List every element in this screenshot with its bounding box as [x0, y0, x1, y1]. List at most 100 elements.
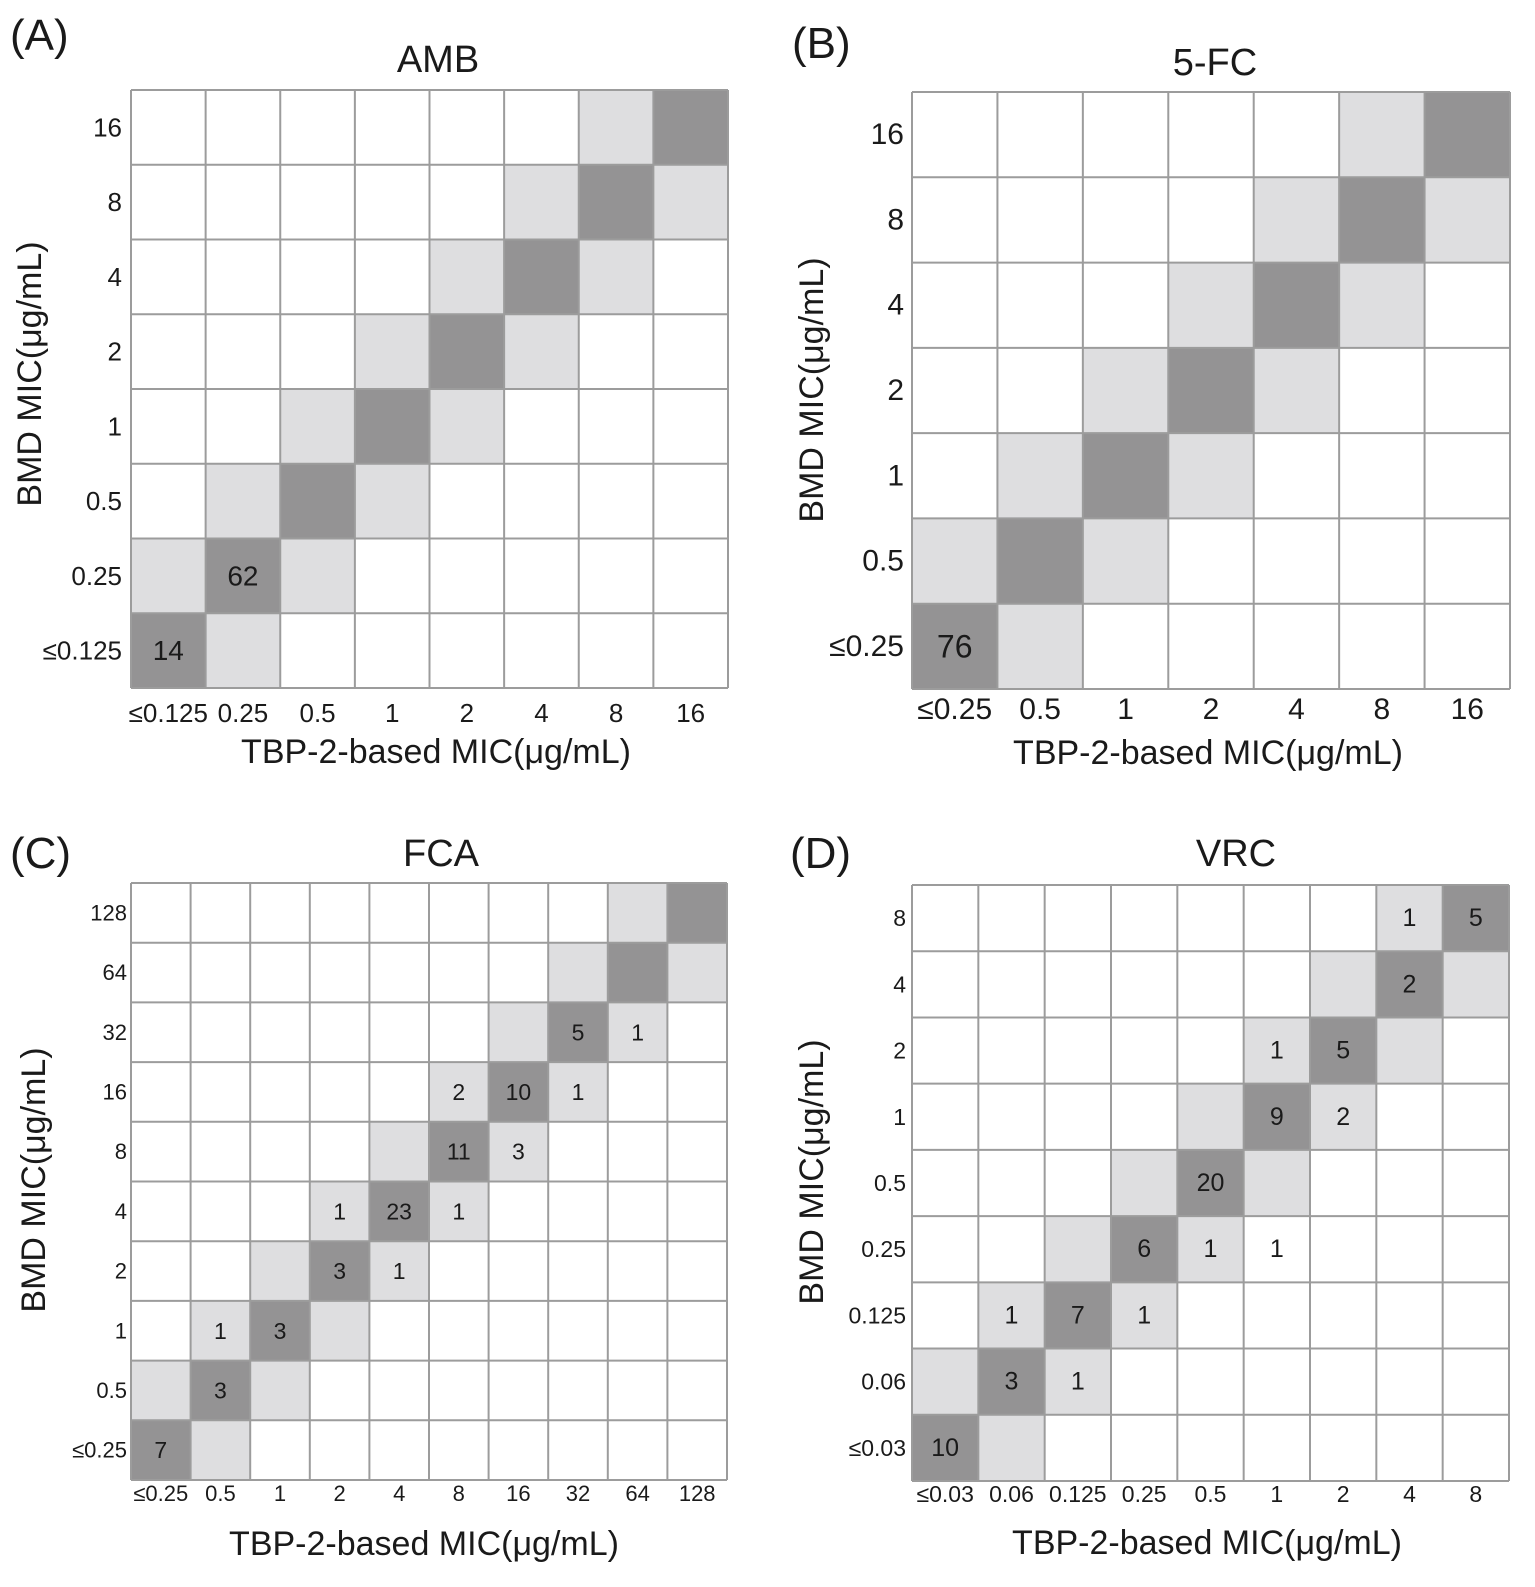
heatmap-cell-diagonal	[429, 1121, 489, 1182]
heatmap-cell-near-diagonal	[997, 433, 1083, 519]
heatmap-cell-empty	[190, 1002, 251, 1063]
heatmap-cell-diagonal	[653, 90, 728, 165]
heatmap-cell-empty	[1253, 433, 1340, 519]
x-tick-label: ≤0.03	[916, 1481, 973, 1507]
panel-letter: (C)	[10, 829, 71, 878]
heatmap-cell-near-diagonal	[1168, 433, 1254, 519]
heatmap-cell-empty	[488, 1420, 549, 1480]
heatmap-cell-empty	[1243, 1348, 1310, 1415]
heatmap-cell-empty	[429, 1241, 489, 1301]
heatmap-cell-near-diagonal	[1243, 1149, 1310, 1217]
y-tick-label: 0.5	[86, 486, 122, 516]
heatmap-cell-near-diagonal	[131, 538, 206, 614]
heatmap-cell-near-diagonal	[1376, 1017, 1443, 1084]
y-tick-label: 8	[108, 187, 122, 217]
heatmap-cell-empty	[190, 1062, 251, 1122]
heatmap-cell-near-diagonal	[997, 603, 1083, 689]
heatmap-cell-empty	[131, 1121, 191, 1182]
heatmap-cell-diagonal	[504, 239, 579, 315]
cell-count-label: 3	[214, 1377, 227, 1403]
heatmap-cell-empty	[1082, 177, 1169, 263]
y-tick-label: 32	[103, 1020, 127, 1045]
cell-count-label: 2	[1403, 970, 1417, 998]
heatmap-cell-empty	[912, 92, 998, 178]
heatmap-cell-diagonal	[1177, 1149, 1244, 1217]
heatmap-cell-near-diagonal	[548, 1062, 608, 1122]
heatmap-cell-diagonal	[1376, 951, 1443, 1018]
y-tick-label: 8	[115, 1139, 127, 1164]
x-axis-label: TBP-2-based MIC(μg/mL)	[1012, 1524, 1402, 1562]
x-tick-label: 2	[1337, 1481, 1350, 1507]
heatmap-cell-diagonal	[354, 389, 430, 464]
heatmap-cell-empty	[607, 1420, 668, 1480]
heatmap-cell-diagonal	[131, 1420, 191, 1480]
heatmap-cell-near-diagonal	[1044, 1348, 1111, 1415]
heatmap-cell-empty	[1376, 1282, 1443, 1349]
heatmap-cell-empty	[280, 239, 355, 315]
x-tick-label: 0.125	[1049, 1481, 1107, 1507]
cell-count-label: 76	[937, 628, 973, 664]
heatmap-cell-near-diagonal	[309, 1300, 370, 1361]
heatmap-cell-near-diagonal	[578, 90, 654, 165]
x-tick-label: 4	[1403, 1481, 1416, 1507]
heatmap-cell-empty	[190, 1241, 251, 1301]
heatmap-cell-empty	[250, 1002, 310, 1063]
heatmap-cell-empty	[354, 239, 430, 315]
y-tick-label: 0.06	[861, 1369, 906, 1395]
heatmap-cell-empty	[548, 1300, 608, 1361]
y-tick-label: 16	[871, 118, 904, 151]
heatmap-cell-near-diagonal	[131, 1360, 191, 1421]
heatmap-cell-empty	[131, 90, 206, 165]
x-tick-label: 8	[1469, 1481, 1482, 1507]
heatmap-cell-empty	[978, 1149, 1045, 1217]
cell-count-label: 1	[1270, 1235, 1284, 1263]
heatmap-cell-empty	[1376, 1414, 1443, 1481]
heatmap-cell-empty	[1424, 433, 1510, 519]
y-tick-label: 0.5	[874, 1170, 906, 1196]
heatmap-cell-near-diagonal	[1082, 518, 1169, 604]
x-axis-label: TBP-2-based MIC(μg/mL)	[229, 1525, 619, 1563]
heatmap-cell-near-diagonal	[607, 883, 668, 943]
heatmap-cell-empty	[1310, 1414, 1377, 1481]
heatmap-cell-near-diagonal	[280, 389, 355, 464]
x-tick-label: 2	[460, 698, 474, 728]
heatmap-cell-empty	[369, 1360, 429, 1421]
x-tick-label: 16	[1451, 693, 1484, 726]
heatmap-cell-empty	[1243, 885, 1310, 952]
heatmap-cell-empty	[997, 347, 1083, 434]
x-tick-label: 4	[534, 698, 548, 728]
heatmap-cell-empty	[607, 1121, 668, 1182]
heatmap-cell-diagonal	[131, 613, 206, 688]
heatmap-cell-near-diagonal	[1177, 1216, 1244, 1283]
heatmap-cell-empty	[131, 1241, 191, 1301]
y-tick-label: 2	[893, 1038, 906, 1064]
heatmap-cell-empty	[429, 538, 505, 614]
heatmap-cell-empty	[369, 1002, 429, 1063]
heatmap-cell-empty	[653, 538, 728, 614]
x-tick-label: 8	[453, 1481, 465, 1506]
heatmap-cell-empty	[997, 177, 1083, 263]
cell-count-label: 1	[1005, 1301, 1019, 1329]
heatmap-cell-near-diagonal	[429, 389, 505, 464]
heatmap-cell-empty	[548, 1360, 608, 1421]
heatmap-cell-empty	[1310, 1348, 1377, 1415]
heatmap-cell-empty	[578, 463, 654, 539]
heatmap-cell-diagonal	[667, 883, 727, 943]
x-tick-label: 8	[609, 698, 623, 728]
x-tick-label: 0.25	[1122, 1481, 1167, 1507]
heatmap-cell-near-diagonal	[280, 538, 355, 614]
heatmap-cell-empty	[912, 1083, 979, 1150]
heatmap-cell-diagonal	[1310, 1017, 1377, 1084]
heatmap-cell-empty	[912, 951, 979, 1018]
heatmap-cell-empty	[1044, 885, 1111, 952]
cell-count-label: 1	[1137, 1301, 1151, 1329]
heatmap-cell-empty	[250, 883, 310, 943]
heatmap-cell-empty	[1168, 603, 1254, 689]
y-tick-label: 64	[103, 960, 127, 985]
heatmap-cell-near-diagonal	[1339, 92, 1425, 178]
cell-count-label: 7	[154, 1437, 167, 1463]
x-tick-label: 0.06	[989, 1481, 1034, 1507]
heatmap-cell-empty	[250, 1062, 310, 1122]
y-tick-label: 4	[108, 262, 122, 292]
